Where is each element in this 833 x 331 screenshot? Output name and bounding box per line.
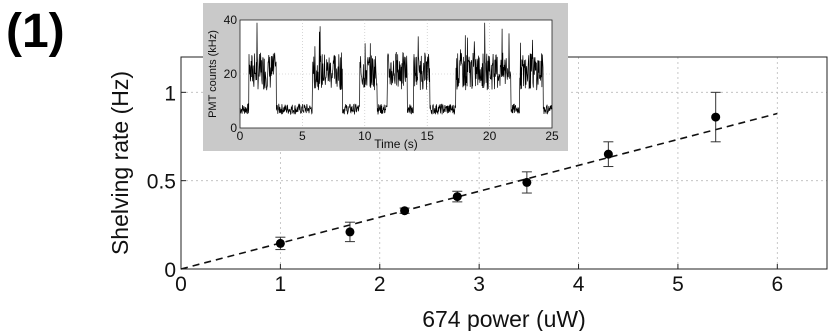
main-axis-ticks: 0 1 2 3 4 5 6 0 0.5 1 — [147, 82, 783, 296]
inset-y-tick-label: 0 — [230, 121, 237, 135]
data-point — [275, 238, 285, 248]
inset-y-tick-label: 40 — [224, 13, 238, 27]
data-point — [711, 112, 721, 122]
inset-x-axis-label: Time (s) — [374, 137, 418, 151]
inset-y-tick-label: 20 — [224, 67, 238, 81]
x-tick-label: 6 — [771, 273, 783, 296]
inset-x-tick-label: 5 — [299, 129, 306, 143]
x-tick-label: 2 — [374, 273, 386, 296]
x-tick-label: 1 — [275, 273, 287, 296]
data-points-layer — [275, 91, 721, 251]
inset-x-tick-label: 20 — [483, 129, 497, 143]
data-point — [452, 192, 462, 202]
data-point — [400, 206, 410, 216]
data-point — [522, 177, 532, 187]
y-tick-label: 0.5 — [147, 171, 176, 194]
inset-x-tick-label: 15 — [421, 129, 435, 143]
inset-x-tick-label: 25 — [545, 129, 559, 143]
inset-chart: 0 5 10 15 20 25 0 20 40 Time (s) PMT counts (kHz… — [203, 3, 568, 151]
pmt-counts-trace — [239, 22, 553, 115]
data-point — [345, 227, 355, 237]
y-tick-label: 1 — [164, 82, 176, 105]
x-tick-label: 3 — [473, 273, 485, 296]
inset-x-tick-label: 0 — [237, 129, 244, 143]
y-axis-label: Shelving rate (Hz) — [107, 71, 133, 255]
data-point — [603, 149, 613, 159]
inset-axis-ticks: 0 5 10 15 20 25 0 20 40 — [224, 13, 559, 143]
inset-y-axis-label: PMT counts (kHz) — [207, 30, 219, 118]
x-tick-label: 0 — [175, 273, 187, 296]
panel-label: (1) — [6, 5, 65, 58]
y-tick-label: 0 — [164, 259, 176, 282]
x-axis-label: 674 power (uW) — [422, 306, 586, 331]
x-tick-label: 5 — [672, 273, 684, 296]
x-tick-label: 4 — [573, 273, 585, 296]
inset-x-tick-label: 10 — [358, 129, 372, 143]
